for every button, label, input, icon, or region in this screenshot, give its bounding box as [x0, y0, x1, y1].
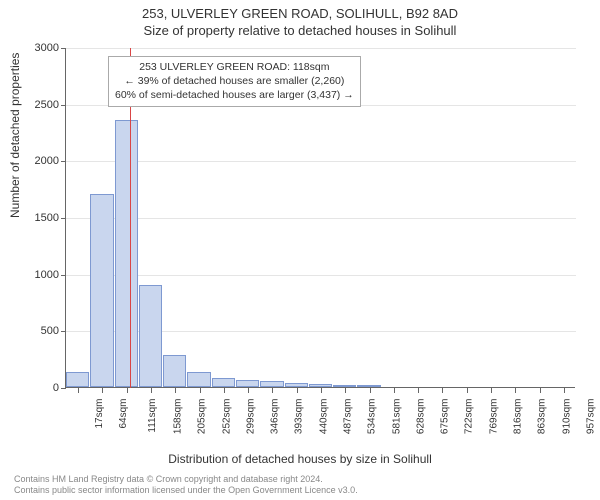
xtick-label: 64sqm [118, 399, 129, 429]
ytick-label: 2500 [19, 99, 59, 111]
histogram-bar [139, 285, 162, 387]
xtick-mark [345, 388, 346, 393]
gridline [66, 275, 576, 276]
xtick-label: 346sqm [270, 399, 281, 435]
x-axis-label: Distribution of detached houses by size … [0, 452, 600, 466]
ytick-mark [61, 218, 66, 219]
xtick-label: 957sqm [585, 399, 596, 435]
histogram-bar [236, 380, 259, 387]
histogram-chart: 05001000150020002500300017sqm64sqm111sqm… [65, 48, 575, 418]
histogram-bar [187, 372, 210, 387]
footer-line-1: Contains HM Land Registry data © Crown c… [14, 474, 358, 485]
histogram-bar [66, 372, 89, 387]
xtick-label: 158sqm [173, 399, 184, 435]
annotation-box: 253 ULVERLEY GREEN ROAD: 118sqm← 39% of … [108, 56, 361, 107]
ytick-mark [61, 161, 66, 162]
xtick-mark [175, 388, 176, 393]
xtick-mark [78, 388, 79, 393]
histogram-bar [163, 355, 186, 387]
xtick-mark [200, 388, 201, 393]
histogram-bar [90, 194, 113, 387]
xtick-label: 299sqm [245, 399, 256, 435]
annotation-line: 60% of semi-detached houses are larger (… [115, 88, 354, 102]
xtick-mark [321, 388, 322, 393]
xtick-label: 769sqm [488, 399, 499, 435]
xtick-mark [515, 388, 516, 393]
xtick-mark [297, 388, 298, 393]
ytick-mark [61, 388, 66, 389]
ytick-label: 500 [19, 325, 59, 337]
xtick-mark [467, 388, 468, 393]
histogram-bar [333, 385, 356, 387]
xtick-label: 816sqm [513, 399, 524, 435]
xtick-mark [151, 388, 152, 393]
xtick-label: 393sqm [294, 399, 305, 435]
annotation-line: ← 39% of detached houses are smaller (2,… [115, 74, 354, 88]
xtick-label: 205sqm [197, 399, 208, 435]
ytick-mark [61, 331, 66, 332]
histogram-bar [260, 381, 283, 387]
xtick-mark [418, 388, 419, 393]
histogram-bar [285, 383, 308, 387]
page-subtitle: Size of property relative to detached ho… [0, 23, 600, 38]
ytick-label: 1500 [19, 212, 59, 224]
xtick-label: 252sqm [221, 399, 232, 435]
xtick-label: 722sqm [464, 399, 475, 435]
page-title: 253, ULVERLEY GREEN ROAD, SOLIHULL, B92 … [0, 6, 600, 21]
ytick-mark [61, 105, 66, 106]
xtick-mark [272, 388, 273, 393]
histogram-bar [309, 384, 332, 387]
footer-attribution: Contains HM Land Registry data © Crown c… [14, 474, 358, 497]
xtick-label: 675sqm [440, 399, 451, 435]
xtick-mark [224, 388, 225, 393]
ytick-mark [61, 275, 66, 276]
xtick-mark [491, 388, 492, 393]
gridline [66, 218, 576, 219]
xtick-label: 440sqm [318, 399, 329, 435]
xtick-label: 111sqm [147, 399, 158, 433]
xtick-label: 581sqm [391, 399, 402, 435]
xtick-mark [394, 388, 395, 393]
xtick-label: 910sqm [561, 399, 572, 435]
histogram-bar [357, 385, 380, 387]
xtick-mark [102, 388, 103, 393]
histogram-bar [115, 120, 138, 387]
xtick-label: 628sqm [415, 399, 426, 435]
gridline [66, 161, 576, 162]
xtick-label: 863sqm [537, 399, 548, 435]
ytick-label: 2000 [19, 155, 59, 167]
ytick-label: 1000 [19, 269, 59, 281]
gridline [66, 48, 576, 49]
ytick-mark [61, 48, 66, 49]
xtick-label: 17sqm [94, 399, 105, 429]
xtick-mark [127, 388, 128, 393]
ytick-label: 3000 [19, 42, 59, 54]
annotation-line: 253 ULVERLEY GREEN ROAD: 118sqm [115, 60, 354, 74]
histogram-bar [212, 378, 235, 387]
xtick-mark [442, 388, 443, 393]
xtick-mark [248, 388, 249, 393]
xtick-label: 534sqm [367, 399, 378, 435]
xtick-mark [370, 388, 371, 393]
ytick-label: 0 [19, 382, 59, 394]
xtick-mark [564, 388, 565, 393]
xtick-label: 487sqm [343, 399, 354, 435]
y-axis-label: Number of detached properties [8, 53, 22, 218]
xtick-mark [540, 388, 541, 393]
footer-line-2: Contains public sector information licen… [14, 485, 358, 496]
